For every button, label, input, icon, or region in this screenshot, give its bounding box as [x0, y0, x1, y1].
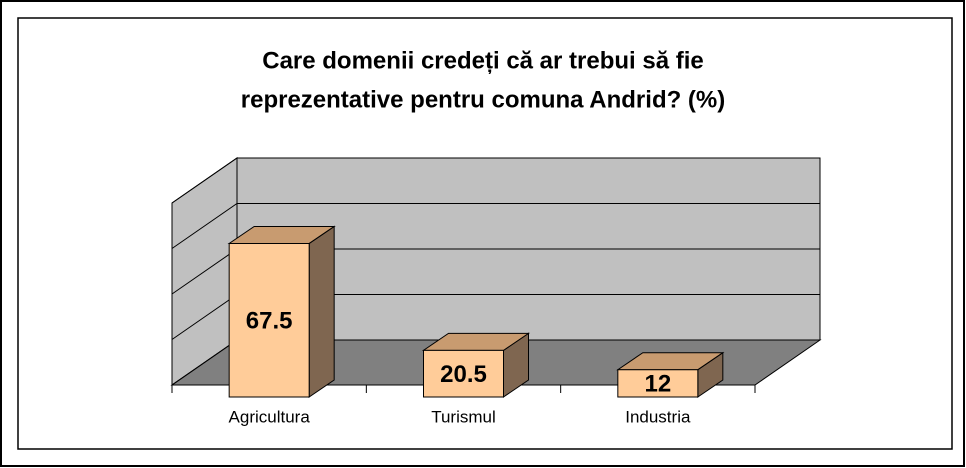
x-tick-label: Agricultura — [229, 407, 311, 426]
bar — [616, 351, 725, 398]
chart-title: reprezentative pentru comuna Andrid? (%) — [241, 86, 726, 113]
bar — [421, 332, 531, 398]
bar-front — [423, 349, 504, 398]
bar-front — [228, 242, 310, 398]
x-tick-label: Industria — [625, 407, 691, 426]
chart-title: Care domenii credeți că ar trebui să fie — [262, 47, 704, 74]
grid-line — [171, 203, 820, 249]
grid-line — [171, 157, 820, 204]
bar-side — [308, 225, 335, 398]
data-label: 12 — [644, 371, 671, 398]
bar — [227, 225, 336, 398]
bar-front — [617, 369, 699, 398]
data-label: 20.5 — [440, 361, 487, 388]
data-label: 67.5 — [246, 308, 293, 335]
x-tick-label: Turismul — [431, 407, 496, 426]
